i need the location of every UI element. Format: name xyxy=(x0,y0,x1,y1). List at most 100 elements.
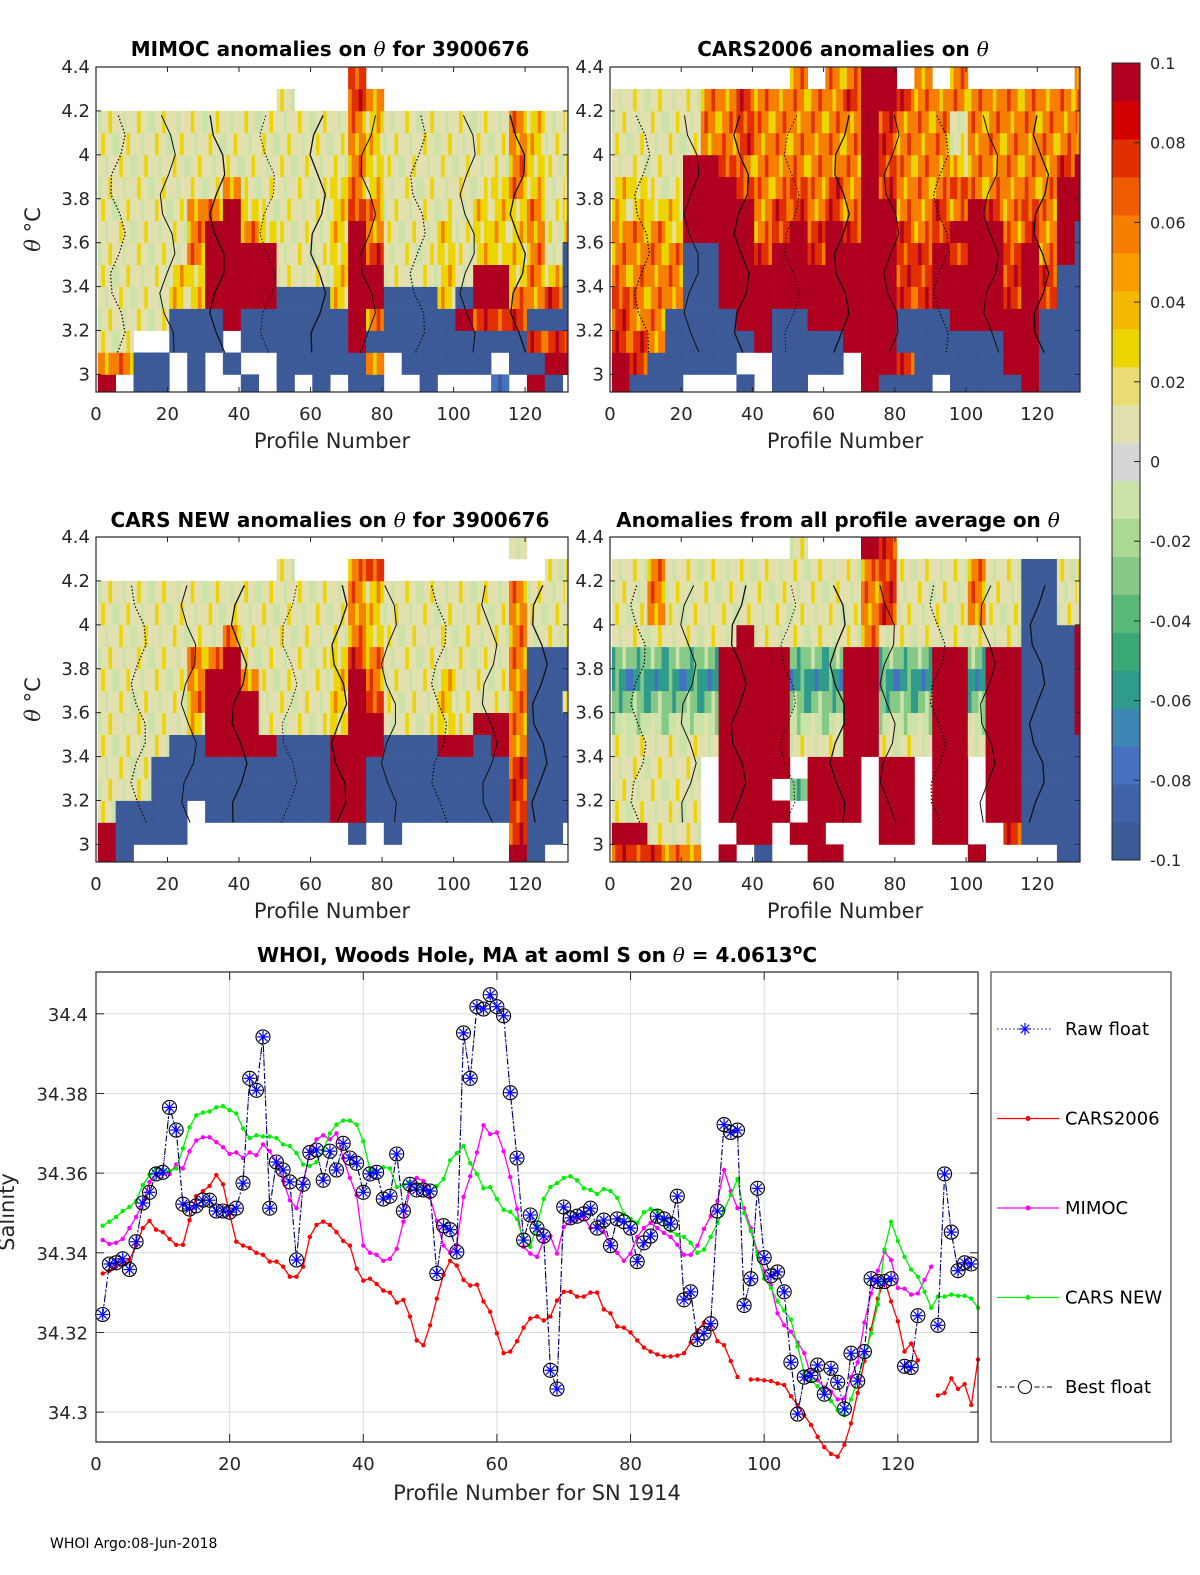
heatmap-cell xyxy=(868,198,872,222)
heatmap-cell xyxy=(144,712,149,735)
heatmap-cell xyxy=(448,800,453,823)
heatmap-cell xyxy=(419,286,424,309)
heatmap-cell xyxy=(137,800,141,823)
heatmap-cell xyxy=(704,242,709,265)
heatmap-cell xyxy=(412,286,417,309)
heatmap-cell xyxy=(1007,352,1011,375)
heatmap-cell xyxy=(165,646,170,670)
heatmap-cell xyxy=(526,330,531,353)
heatmap-cell xyxy=(230,690,234,713)
heatmap-cell xyxy=(273,624,277,648)
heatmap-cell xyxy=(814,89,819,112)
heatmap-cell xyxy=(523,220,528,243)
heatmap-cell xyxy=(419,242,424,265)
heatmap-cell xyxy=(308,800,313,823)
heatmap-cell xyxy=(675,89,680,112)
heatmap-cell xyxy=(276,330,281,353)
heatmap-cell xyxy=(690,308,694,331)
heatmap-cell xyxy=(165,778,170,801)
heatmap-cell xyxy=(967,308,972,331)
heatmap-cell xyxy=(564,154,567,178)
heatmap-cell xyxy=(921,132,926,156)
heatmap-cell xyxy=(850,89,855,112)
heatmap-cell xyxy=(960,110,965,134)
heatmap-cell xyxy=(323,242,327,265)
heatmap-cell xyxy=(358,822,363,845)
heatmap-cell xyxy=(747,154,751,178)
heatmap-cell xyxy=(1014,110,1018,134)
heatmap-cell xyxy=(340,154,345,178)
heatmap-cell xyxy=(975,132,979,156)
heatmap-cell xyxy=(326,374,331,393)
heatmap-cell xyxy=(530,352,535,375)
heatmap-cell xyxy=(155,110,159,134)
heatmap-cell xyxy=(1017,176,1022,200)
heatmap-cell xyxy=(675,176,680,200)
heatmap-cell xyxy=(344,646,349,670)
heatmap-cell xyxy=(162,220,167,243)
heatmap-cell xyxy=(1056,242,1061,265)
heatmap-cell xyxy=(155,264,159,287)
heatmap-cell xyxy=(989,110,994,134)
heatmap-cell xyxy=(903,264,908,287)
heatmap-cell xyxy=(999,154,1004,178)
heatmap-cell xyxy=(155,308,159,331)
heatmap-cell xyxy=(230,110,234,134)
heatmap-cell xyxy=(530,646,535,670)
heatmap-cell xyxy=(633,220,637,243)
heatmap-cell xyxy=(910,110,915,134)
heatmap-cell xyxy=(541,286,546,309)
heatmap-cell xyxy=(330,132,335,156)
heatmap-cell xyxy=(376,308,381,331)
heatmap-cell xyxy=(298,242,302,265)
heatmap-cell xyxy=(108,374,113,393)
heatmap-cell xyxy=(104,308,109,331)
heatmap-cell xyxy=(889,308,894,331)
heatmap-cell xyxy=(992,308,997,331)
heatmap-cell xyxy=(290,800,295,823)
heatmap-cell xyxy=(230,132,234,156)
heatmap-cell xyxy=(484,308,488,331)
heatmap-cell xyxy=(305,756,310,779)
heatmap-cell xyxy=(287,154,292,178)
heatmap-cell xyxy=(222,800,227,823)
heatmap-cell xyxy=(519,844,524,863)
heatmap-cell xyxy=(686,154,691,178)
heatmap-cell xyxy=(679,132,684,156)
heatmap-cell xyxy=(498,308,503,331)
heatmap-cell xyxy=(814,286,819,309)
heatmap-cell xyxy=(562,624,564,648)
heatmap-cell xyxy=(219,198,224,222)
heatmap-cell xyxy=(408,690,413,713)
heatmap-cell xyxy=(789,89,794,112)
heatmap-cell xyxy=(893,198,897,222)
heatmap-cell xyxy=(469,110,474,134)
heatmap-cell xyxy=(950,176,954,200)
heatmap-cell xyxy=(451,220,456,243)
heatmap-cell xyxy=(197,712,202,735)
heatmap-cell xyxy=(391,264,395,287)
heatmap-cell xyxy=(340,756,345,779)
heatmap-cell xyxy=(1060,352,1065,375)
heatmap-cell xyxy=(398,154,403,178)
heatmap-cell xyxy=(658,110,662,134)
heatmap-cell xyxy=(494,132,499,156)
heatmap-cell xyxy=(301,132,306,156)
heatmap-cell xyxy=(251,756,256,779)
heatmap-cell xyxy=(183,286,188,309)
heatmap-cell xyxy=(793,330,798,353)
heatmap-cell xyxy=(629,242,634,265)
heatmap-cell xyxy=(747,89,751,112)
heatmap-cell xyxy=(700,242,705,265)
heatmap-cell xyxy=(1003,110,1008,134)
heatmap-cell xyxy=(661,154,666,178)
heatmap-cell xyxy=(665,352,670,375)
heatmap-cell xyxy=(244,198,249,222)
heatmap-cell xyxy=(953,286,958,309)
heatmap-cell xyxy=(544,330,549,353)
heatmap-cell xyxy=(821,176,826,200)
panel-title: MIMOC anomalies on θ for 3900676 xyxy=(131,37,530,61)
heatmap-cell xyxy=(290,690,295,713)
heatmap-cell xyxy=(226,132,231,156)
heatmap-cell xyxy=(982,176,986,200)
